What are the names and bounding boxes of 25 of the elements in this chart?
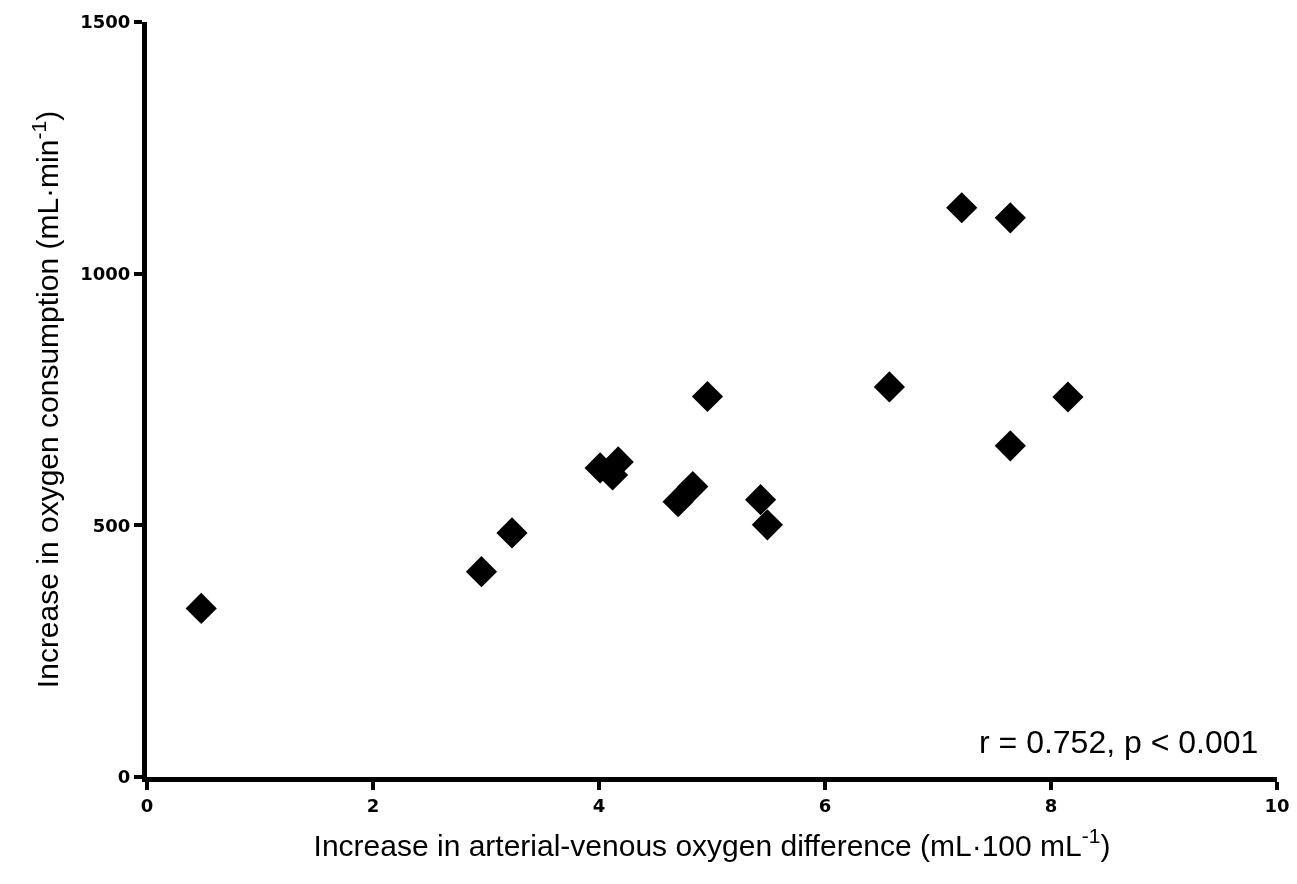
x-tick-label: 0 (140, 794, 154, 816)
point (751, 509, 783, 541)
point (994, 430, 1026, 462)
point (496, 517, 528, 549)
point (946, 192, 978, 224)
point (994, 202, 1026, 234)
point (662, 486, 694, 518)
x-tick-label: 2 (366, 794, 380, 816)
annotation: r = 0.752, p < 0.001 (979, 724, 1259, 760)
point (873, 371, 906, 403)
x-axis-title: Increase in arterial-venous oxygen difference (mL·100 mL$^{-1}$) (313, 824, 1111, 863)
point (465, 556, 498, 588)
point (677, 470, 709, 503)
y-tick-label: 0 (117, 766, 131, 788)
point (744, 484, 777, 516)
x-tick-label: 6 (818, 794, 832, 816)
point (1052, 381, 1084, 413)
y-tick-label: 1500 (80, 11, 131, 33)
y-tick-label: 1000 (80, 262, 131, 284)
point (691, 380, 724, 413)
x-tick-label: 10 (1264, 794, 1290, 816)
y-tick-label: 500 (92, 514, 131, 536)
point (185, 592, 217, 624)
x-tick-label: 4 (592, 794, 606, 816)
x-tick-label: 8 (1044, 794, 1058, 816)
